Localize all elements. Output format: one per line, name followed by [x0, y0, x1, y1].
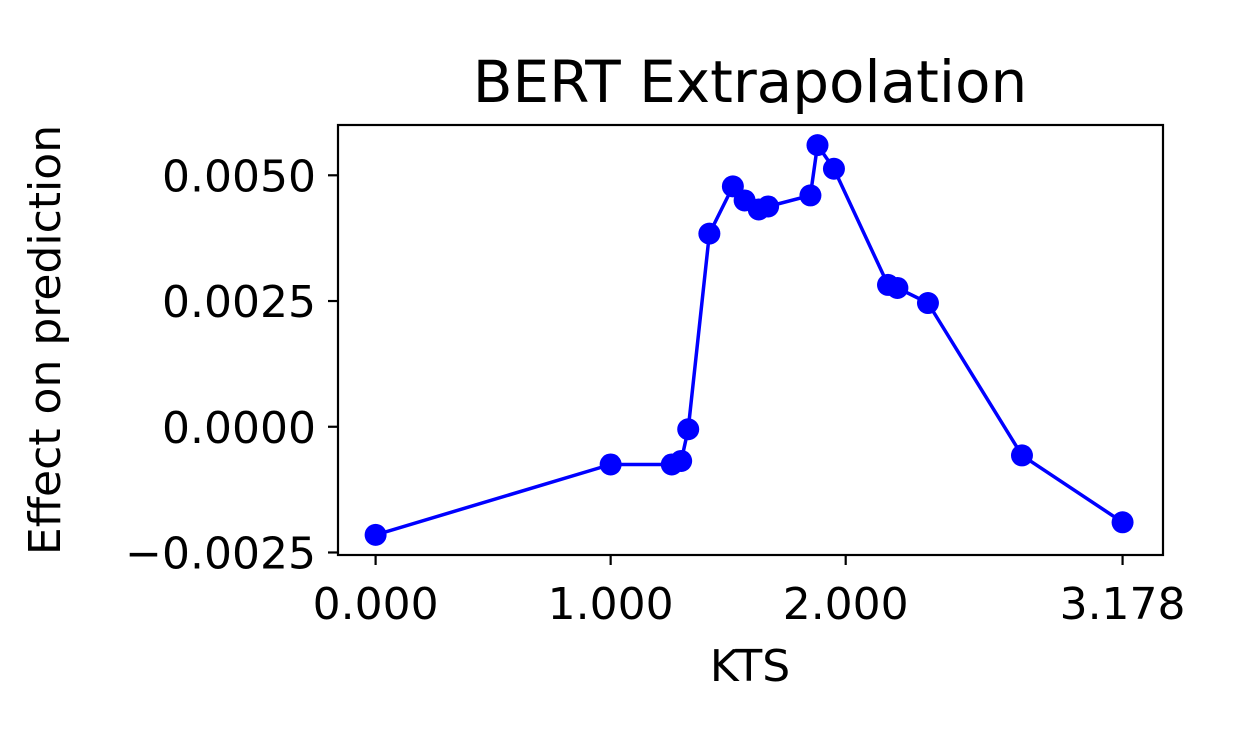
- data-point: [822, 157, 845, 180]
- plot-area: 0.000 1.000 2.000 3.178 −0.0025 0.0000 0.0025 0…: [125, 123, 1186, 630]
- data-point: [1010, 444, 1033, 467]
- y-tick-label: 0.0000: [162, 403, 316, 454]
- data-point: [916, 292, 939, 315]
- data-point: [670, 449, 693, 472]
- y-tick-label: 0.0025: [162, 277, 316, 328]
- x-tick-label: 1.000: [548, 579, 674, 630]
- data-point: [886, 276, 909, 299]
- plot-frame: [336, 123, 1165, 557]
- data-point: [757, 195, 780, 218]
- x-tick-label: 0.000: [313, 579, 439, 630]
- data-point: [806, 134, 829, 157]
- y-tick-label: 0.0050: [162, 151, 316, 202]
- chart-title: BERT Extrapolation: [473, 48, 1028, 116]
- data-point: [599, 453, 622, 476]
- data-point: [364, 523, 387, 546]
- y-tick-label: −0.0025: [125, 528, 316, 579]
- x-tick-label: 3.178: [1060, 579, 1186, 630]
- data-point: [1111, 511, 1134, 534]
- x-axis-label: KTS: [710, 641, 790, 692]
- data-point: [799, 184, 822, 207]
- x-tick-label: 2.000: [783, 579, 909, 630]
- data-point: [677, 418, 700, 441]
- data-point: [698, 222, 721, 245]
- y-axis-label: Effect on prediction: [20, 125, 71, 555]
